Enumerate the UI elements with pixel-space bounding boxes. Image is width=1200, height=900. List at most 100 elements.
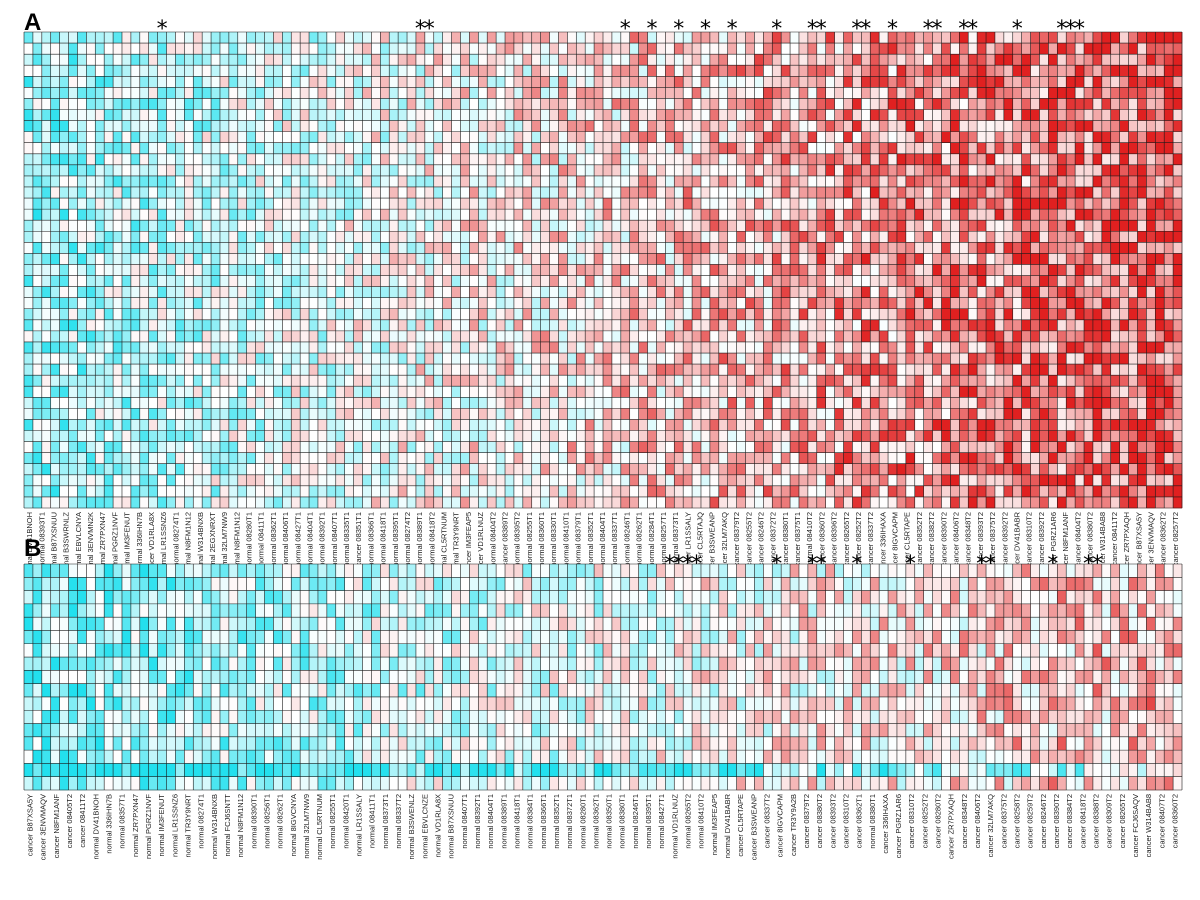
heatmap-cell xyxy=(807,430,818,442)
heatmap-cell xyxy=(888,65,898,77)
heatmap-cell xyxy=(193,386,203,398)
heatmap-cell xyxy=(104,485,114,498)
heatmap-cell xyxy=(478,330,488,343)
heatmap-cell xyxy=(300,375,310,387)
heatmap-cell xyxy=(896,164,907,177)
heatmap-cell xyxy=(567,120,577,132)
heatmap-cell xyxy=(513,220,524,232)
heatmap-cell xyxy=(228,65,239,77)
heatmap-cell xyxy=(211,153,221,166)
heatmap-cell xyxy=(585,43,595,55)
heatmap-cell xyxy=(130,98,141,110)
heatmap-cell xyxy=(273,375,283,387)
heatmap-cell xyxy=(130,308,141,321)
heatmap-cell xyxy=(905,186,916,199)
heatmap-cell xyxy=(745,198,755,210)
heatmap-cell xyxy=(166,441,176,453)
heatmap-cell xyxy=(843,32,853,44)
heatmap-cell xyxy=(1039,452,1049,465)
heatmap-cell xyxy=(246,109,256,121)
heatmap-cell xyxy=(211,186,221,199)
heatmap-cell xyxy=(772,386,782,398)
heatmap-cell xyxy=(825,98,835,110)
heatmap-cell xyxy=(309,65,319,77)
heatmap-cell xyxy=(772,397,782,409)
heatmap-cell xyxy=(41,253,52,265)
heatmap-cell xyxy=(968,87,978,99)
heatmap-cell xyxy=(727,452,737,465)
heatmap-cell xyxy=(977,297,987,310)
heatmap-cell xyxy=(86,109,96,121)
heatmap-cell xyxy=(807,209,818,221)
heatmap-cell xyxy=(1003,54,1014,66)
heatmap-cell xyxy=(531,43,541,55)
heatmap-cell xyxy=(246,319,256,332)
heatmap-cell xyxy=(380,496,390,509)
heatmap-cell xyxy=(807,120,818,132)
heatmap-cell xyxy=(585,87,595,99)
heatmap-cell xyxy=(879,131,889,143)
heatmap-cell xyxy=(852,419,862,431)
heatmap-cell xyxy=(977,364,987,376)
heatmap-cell xyxy=(603,164,613,177)
heatmap-cell xyxy=(656,209,666,221)
heatmap-cell xyxy=(424,341,435,354)
heatmap-cell xyxy=(932,220,942,232)
heatmap-cell xyxy=(638,353,648,365)
heatmap-cell xyxy=(816,485,826,498)
heatmap-cell xyxy=(1012,242,1022,254)
heatmap-cell xyxy=(344,330,354,343)
heatmap-cell xyxy=(95,397,105,409)
heatmap-cell xyxy=(77,386,87,398)
heatmap-cell xyxy=(700,441,711,453)
heatmap-cell xyxy=(496,131,506,143)
heatmap-cell xyxy=(130,397,141,409)
heatmap-cell xyxy=(638,153,648,166)
heatmap-cell xyxy=(148,430,158,442)
heatmap-cell xyxy=(157,231,167,243)
heatmap-cell xyxy=(968,441,978,453)
heatmap-cell xyxy=(309,375,319,387)
heatmap-cell xyxy=(469,242,479,254)
heatmap-cell xyxy=(861,441,871,453)
heatmap-cell xyxy=(211,231,221,243)
heatmap-cell xyxy=(415,131,426,143)
heatmap-cell xyxy=(344,408,354,420)
heatmap-cell xyxy=(505,164,515,177)
heatmap-cell xyxy=(86,98,96,110)
heatmap-cell xyxy=(246,98,256,110)
heatmap-cell xyxy=(914,153,924,166)
heatmap-cell xyxy=(371,496,381,509)
heatmap-cell xyxy=(968,408,978,420)
heatmap-cell xyxy=(211,297,221,310)
heatmap-cell xyxy=(513,54,524,66)
heatmap-cell xyxy=(522,375,533,387)
significance-star: * xyxy=(923,17,934,42)
heatmap-cell xyxy=(50,297,60,310)
heatmap-cell xyxy=(68,109,78,121)
heatmap-cell xyxy=(522,364,533,376)
heatmap-cell xyxy=(68,65,78,77)
heatmap-cell xyxy=(665,452,675,465)
heatmap-cell xyxy=(478,286,488,298)
heatmap-cell xyxy=(166,87,176,99)
heatmap-cell xyxy=(59,98,69,110)
heatmap-cell xyxy=(291,153,301,166)
heatmap-cell xyxy=(505,353,515,365)
heatmap-cell xyxy=(246,43,256,55)
heatmap-cell xyxy=(683,253,693,265)
heatmap-cell xyxy=(745,452,755,465)
heatmap-cell xyxy=(380,408,390,420)
heatmap-cell xyxy=(505,242,515,254)
heatmap-cell xyxy=(193,419,203,431)
heatmap-cell xyxy=(540,408,550,420)
heatmap-cell xyxy=(790,308,800,321)
heatmap-cell xyxy=(380,264,390,276)
heatmap-cell xyxy=(513,330,524,343)
heatmap-cell xyxy=(478,253,488,265)
heatmap-cell xyxy=(513,408,524,420)
heatmap-cell xyxy=(879,353,889,365)
heatmap-cell xyxy=(407,375,417,387)
heatmap-cell xyxy=(469,65,479,77)
heatmap-cell xyxy=(843,297,853,310)
